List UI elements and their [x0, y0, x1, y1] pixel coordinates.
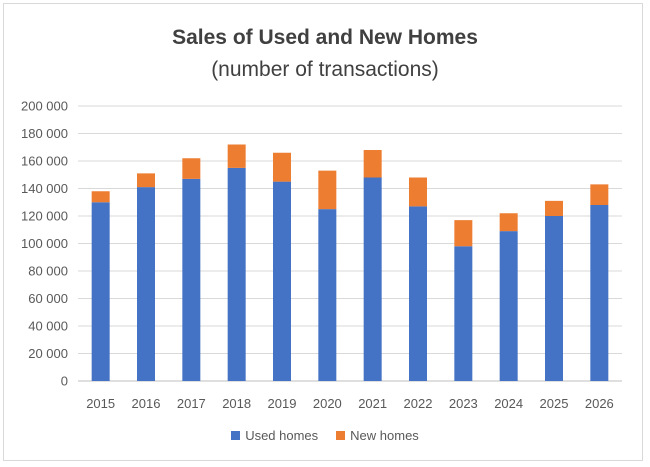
chart-title: Sales of Used and New Homes [172, 26, 478, 49]
chart-subtitle: (number of transactions) [211, 58, 439, 81]
y-tick-label: 0 [61, 374, 68, 389]
x-tick-label: 2022 [404, 396, 433, 411]
bar-used-homes [91, 202, 110, 381]
bar-used-homes [227, 167, 246, 381]
x-tick-label: 2021 [358, 396, 387, 411]
bar-used-homes [545, 216, 563, 381]
x-tick-label: 2018 [222, 396, 251, 411]
y-tick-label: 180 000 [21, 126, 68, 141]
bar-used-homes [409, 206, 427, 381]
bar-used-homes [363, 177, 382, 381]
legend-label-used-homes: Used homes [245, 428, 319, 443]
bar-new-homes [499, 213, 518, 232]
bar-new-homes [409, 177, 427, 207]
x-tick-label: 2025 [540, 396, 569, 411]
bar-used-homes [590, 205, 609, 381]
x-tick-label: 2016 [132, 396, 161, 411]
x-tick-label: 2019 [268, 396, 297, 411]
chart-legend: Used homes New homes [0, 428, 650, 443]
bar-used-homes [273, 181, 291, 381]
x-tick-label: 2015 [86, 396, 115, 411]
bar-used-homes [137, 187, 155, 381]
bar-new-homes [182, 158, 201, 179]
bar-used-homes [499, 231, 518, 381]
y-tick-label: 20 000 [28, 346, 68, 361]
y-tick-label: 120 000 [21, 209, 68, 224]
y-tick-label: 80 000 [28, 264, 68, 279]
x-tick-label: 2020 [313, 396, 342, 411]
bar-new-homes [137, 173, 155, 188]
y-tick-label: 60 000 [28, 291, 68, 306]
x-tick-label: 2023 [449, 396, 478, 411]
bar-new-homes [590, 184, 609, 205]
legend-swatch-new-homes [336, 431, 346, 440]
y-tick-label: 100 000 [21, 236, 68, 251]
bar-used-homes [182, 178, 201, 381]
bar-new-homes [227, 144, 246, 168]
legend-label-new-homes: New homes [350, 428, 419, 443]
legend-item-new-homes: New homes [336, 428, 419, 443]
bar-new-homes [363, 150, 382, 178]
y-tick-label: 160 000 [21, 154, 68, 169]
bar-used-homes [318, 209, 337, 381]
bar-used-homes [454, 246, 473, 381]
bar-new-homes [273, 152, 291, 182]
y-tick-label: 200 000 [21, 99, 68, 114]
x-tick-label: 2017 [177, 396, 206, 411]
y-tick-label: 40 000 [28, 319, 68, 334]
y-tick-label: 140 000 [21, 181, 68, 196]
x-tick-label: 2026 [585, 396, 614, 411]
bar-new-homes [545, 200, 563, 216]
bar-new-homes [454, 220, 473, 247]
bar-new-homes [318, 170, 337, 210]
legend-item-used-homes: Used homes [231, 428, 318, 443]
legend-swatch-used-homes [231, 431, 241, 440]
bar-new-homes [91, 191, 110, 203]
x-tick-label: 2024 [494, 396, 523, 411]
